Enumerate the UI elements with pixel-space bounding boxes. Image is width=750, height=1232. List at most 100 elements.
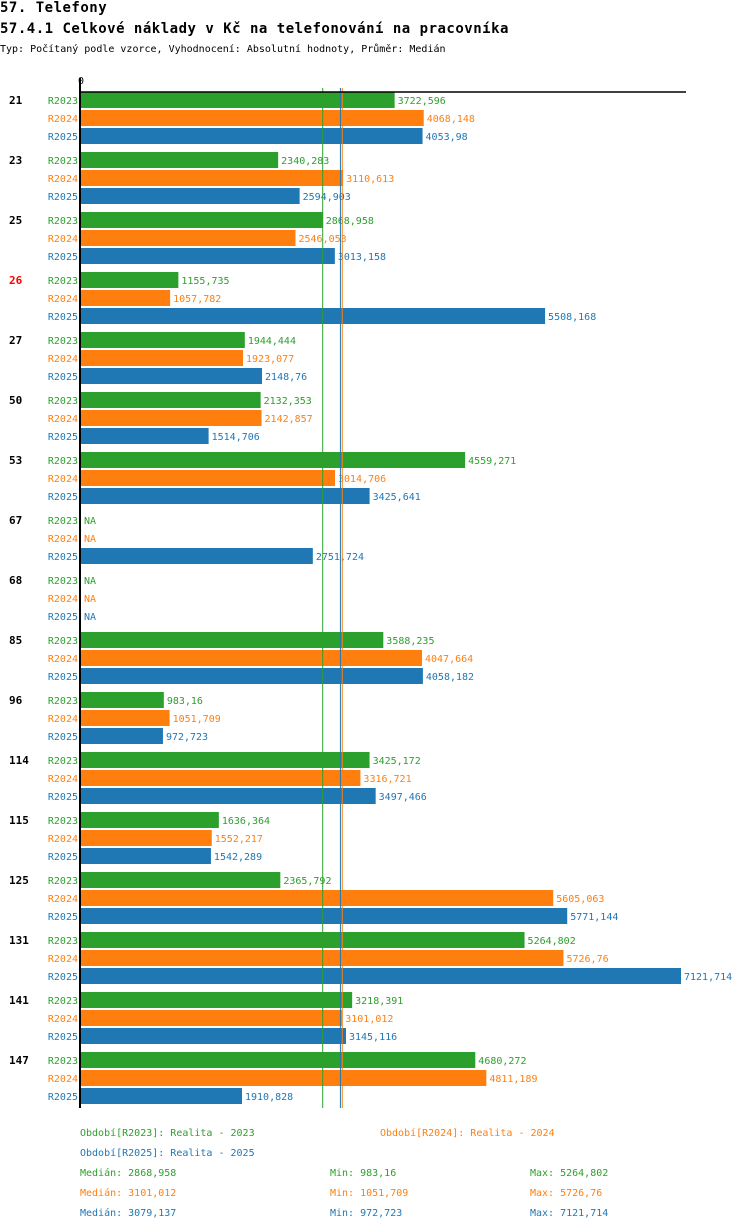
series-label: R2023 xyxy=(48,816,78,827)
bar xyxy=(81,1088,242,1104)
series-label: R2025 xyxy=(48,252,78,263)
series-label: R2023 xyxy=(48,936,78,947)
series-label: R2025 xyxy=(48,852,78,863)
bar xyxy=(81,350,244,366)
data-label: 1552,217 xyxy=(215,834,263,845)
data-label: 3218,391 xyxy=(355,996,403,1007)
bar xyxy=(81,128,423,144)
bar xyxy=(81,410,262,426)
bar xyxy=(81,632,384,648)
category-label: 21 xyxy=(9,94,23,107)
data-label: NA xyxy=(84,576,96,587)
bar xyxy=(81,110,424,126)
series-label: R2024 xyxy=(48,1074,78,1085)
series-label: R2024 xyxy=(48,474,78,485)
data-label: NA xyxy=(84,594,96,605)
chart-title: 57.4.1 Celkové náklady v Kč na telefonov… xyxy=(0,21,509,37)
data-label: 3588,235 xyxy=(386,636,434,647)
data-label: 1944,444 xyxy=(248,336,296,347)
bar xyxy=(81,392,261,408)
series-label: R2023 xyxy=(48,456,78,467)
data-label: 7121,714 xyxy=(684,972,732,983)
data-label: 1910,828 xyxy=(245,1092,293,1103)
series-label: R2025 xyxy=(48,1092,78,1103)
bar xyxy=(81,1070,487,1086)
data-label: 4047,664 xyxy=(425,654,473,665)
bar xyxy=(81,368,263,384)
data-label: NA xyxy=(84,516,96,527)
bar xyxy=(81,1010,343,1026)
legend-r2023: Období[R2023]: Realita - 2023 xyxy=(80,1128,255,1139)
bar xyxy=(81,710,170,726)
series-label: R2023 xyxy=(48,96,78,107)
series-label: R2024 xyxy=(48,654,78,665)
stat-min-r2024: Min: 1051,709 xyxy=(330,1188,409,1199)
data-label: 3425,641 xyxy=(373,492,421,503)
bar xyxy=(81,92,395,108)
series-label: R2025 xyxy=(48,912,78,923)
bar xyxy=(81,752,370,768)
series-label: R2025 xyxy=(48,1032,78,1043)
data-label: 1542,289 xyxy=(214,852,262,863)
bar xyxy=(81,848,211,864)
data-label: NA xyxy=(84,534,96,545)
bar xyxy=(81,992,353,1008)
series-label: R2024 xyxy=(48,234,78,245)
data-label: 3497,466 xyxy=(379,792,427,803)
series-label: R2024 xyxy=(48,954,78,965)
data-label: 3425,172 xyxy=(373,756,421,767)
series-label: R2024 xyxy=(48,774,78,785)
category-label: 67 xyxy=(9,514,22,527)
data-label: 2132,353 xyxy=(264,396,312,407)
series-label: R2023 xyxy=(48,576,78,587)
bar xyxy=(81,248,335,264)
bar xyxy=(81,152,279,168)
data-label: 4680,272 xyxy=(478,1056,526,1067)
series-label: R2023 xyxy=(48,876,78,887)
category-label: 23 xyxy=(9,154,22,167)
stat-max-r2024: Max: 5726,76 xyxy=(530,1188,603,1199)
series-label: R2023 xyxy=(48,276,78,287)
data-label: 1636,364 xyxy=(222,816,270,827)
bar xyxy=(81,728,163,744)
bar xyxy=(81,770,361,786)
data-label: 5264,802 xyxy=(528,936,576,947)
section-heading: 57. Telefony xyxy=(0,0,108,16)
data-label: 972,723 xyxy=(166,732,208,743)
stat-min-r2023: Min: 983,16 xyxy=(330,1168,397,1179)
bar xyxy=(81,650,423,666)
series-label: R2024 xyxy=(48,834,78,845)
data-label: 1514,706 xyxy=(212,432,260,443)
series-label: R2024 xyxy=(48,114,78,125)
bar xyxy=(81,908,568,924)
bar xyxy=(81,788,376,804)
series-label: R2025 xyxy=(48,552,78,563)
series-label: R2023 xyxy=(48,396,78,407)
series-label: R2024 xyxy=(48,534,78,545)
category-label: 26 xyxy=(9,274,23,287)
bar xyxy=(81,230,296,246)
series-label: R2025 xyxy=(48,192,78,203)
series-label: R2025 xyxy=(48,792,78,803)
data-label: 2148,76 xyxy=(265,372,307,383)
data-label: 3013,158 xyxy=(338,252,386,263)
data-label: 1923,077 xyxy=(246,354,294,365)
legend-r2025: Období[R2025]: Realita - 2025 xyxy=(80,1148,255,1159)
series-label: R2024 xyxy=(48,414,78,425)
stat-min-r2025: Min: 972,723 xyxy=(330,1208,403,1219)
series-label: R2025 xyxy=(48,312,78,323)
data-label: 4811,189 xyxy=(489,1074,537,1085)
legend-r2024: Období[R2024]: Realita - 2024 xyxy=(380,1128,555,1139)
series-label: R2024 xyxy=(48,294,78,305)
bar xyxy=(81,428,209,444)
bar xyxy=(81,170,344,186)
bar xyxy=(81,290,171,306)
category-label: 131 xyxy=(9,934,29,947)
data-label: 3145,116 xyxy=(349,1032,397,1043)
category-label: 25 xyxy=(9,214,22,227)
data-label: 1057,782 xyxy=(173,294,221,305)
series-label: R2023 xyxy=(48,216,78,227)
series-label: R2024 xyxy=(48,894,78,905)
bar xyxy=(81,668,423,684)
